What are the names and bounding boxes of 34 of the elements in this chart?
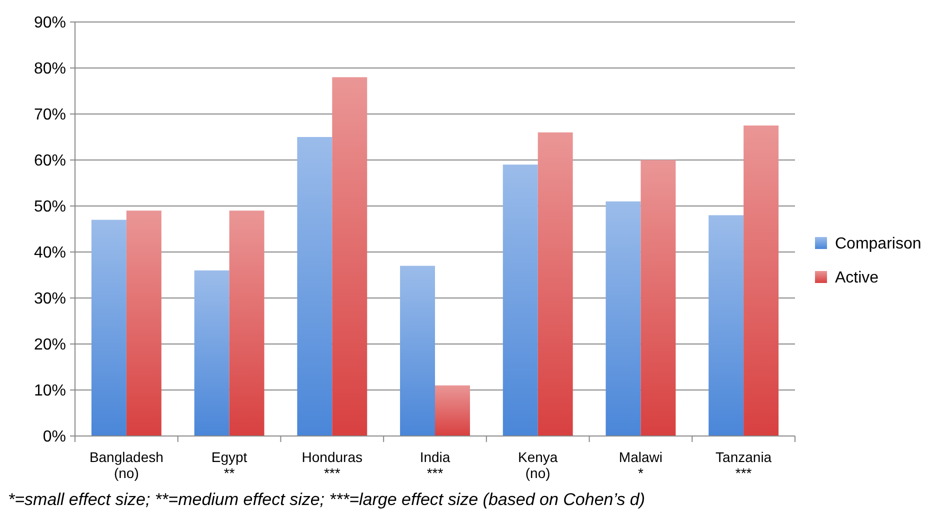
x-tick-label: Bangladesh (no) [89, 449, 164, 481]
text: *=small effect size; **=medium effect size; ***=large effect size (based on Cohen’s d) [8, 490, 646, 509]
bar [297, 137, 332, 436]
x-tick-label: Malawi * [618, 449, 663, 481]
y-tick-label: 50% [34, 198, 66, 216]
bar [744, 126, 779, 436]
y-tick-label: 60% [34, 152, 66, 170]
bar [435, 385, 470, 436]
y-tick-label: 40% [34, 244, 66, 262]
y-tick-label: 20% [34, 336, 66, 354]
y-tick-label: 70% [34, 106, 66, 124]
bar [91, 220, 126, 436]
bar [708, 215, 744, 436]
bar [538, 132, 573, 436]
bar [606, 201, 641, 436]
bar [640, 160, 676, 436]
y-tick-label: 0% [42, 428, 66, 446]
x-tick-label: Tanzania *** [716, 449, 772, 481]
y-tick-label: 30% [34, 290, 66, 308]
bar [126, 210, 162, 436]
bar [332, 77, 368, 436]
x-tick-label: Egypt ** [211, 449, 248, 481]
bar [194, 270, 230, 436]
bar [400, 266, 435, 436]
x-tick-label: India *** [420, 449, 450, 481]
x-tick-label: Kenya (no) [518, 449, 558, 481]
legend-label: Active [835, 270, 879, 287]
bar [502, 164, 538, 436]
x-tick-label: Honduras *** [302, 449, 362, 481]
y-tick-label: 80% [34, 60, 66, 78]
y-tick-label: 90% [34, 14, 66, 32]
bar [229, 210, 264, 436]
y-tick-label: 10% [34, 382, 66, 400]
legend-label: Comparison [835, 236, 922, 253]
